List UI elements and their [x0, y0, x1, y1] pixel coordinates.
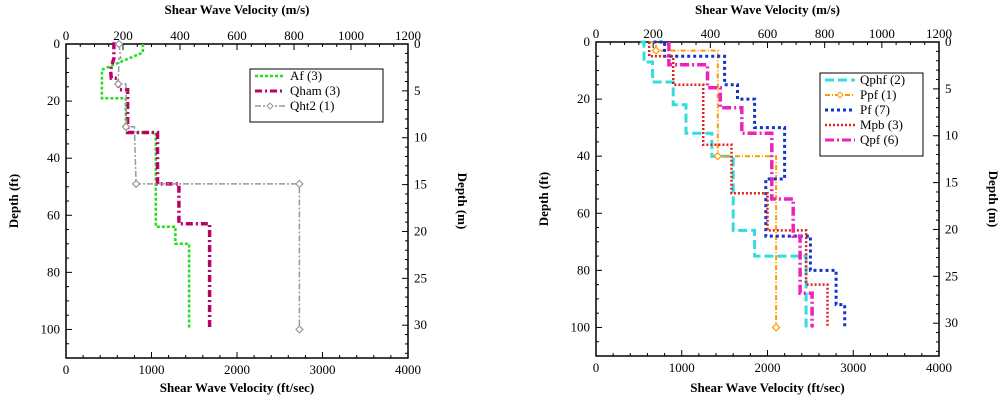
- left-tick-label: 100: [41, 321, 61, 336]
- left-tick-label: 40: [47, 150, 60, 165]
- series-marker: [295, 325, 304, 334]
- legend-entry: Qpf (6): [860, 132, 899, 147]
- bottom-axis-title: Shear Wave Velocity (ft/sec): [160, 380, 314, 395]
- left-axis-title: Depth (ft): [6, 174, 21, 229]
- series-line: [649, 41, 778, 328]
- legend-box: [819, 72, 924, 157]
- legend-marker: [266, 102, 274, 110]
- legend-marker: [836, 91, 844, 99]
- left-tick-label: 20: [577, 91, 590, 106]
- left-tick-label: 60: [577, 205, 590, 220]
- top-tick-label: 800: [815, 26, 835, 41]
- series-marker: [114, 39, 124, 49]
- legend-entry: Qht2 (1): [290, 98, 334, 113]
- series-marker: [651, 46, 661, 55]
- right-tick-label: 30: [945, 315, 958, 330]
- legend-entry: Pf (7): [860, 102, 890, 117]
- top-tick-label: 1200: [926, 26, 952, 41]
- bottom-axis-title: Shear Wave Velocity (ft/sec): [690, 380, 844, 395]
- legend-entry: Qphf (2): [860, 72, 905, 87]
- series-line: [667, 42, 814, 328]
- right-tick-label: 30: [414, 317, 427, 332]
- left-tick-label: 100: [571, 319, 591, 334]
- legend-entry: Qham (3): [290, 83, 340, 98]
- right-tick-label: 5: [414, 83, 421, 98]
- left-tick-label: 20: [47, 93, 60, 108]
- series-line: [117, 43, 301, 330]
- series-marker: [295, 179, 304, 189]
- left-tick-label: 0: [584, 34, 591, 49]
- legend-entry: Ppf (1): [860, 87, 896, 102]
- left-tick-label: 40: [577, 148, 590, 163]
- legend-entry: Mpb (3): [860, 117, 903, 132]
- top-tick-label: 0: [593, 26, 600, 41]
- top-tick-label: 600: [227, 28, 247, 43]
- top-tick-label: 1000: [869, 26, 895, 41]
- right-tick-label: 10: [945, 128, 958, 143]
- left-tick-label: 80: [577, 262, 590, 277]
- series-marker: [121, 122, 131, 132]
- left-axis-title: Depth (ft): [536, 172, 551, 227]
- top-axis-title: Shear Wave Velocity (m/s): [695, 2, 840, 17]
- right-tick-label: 0: [414, 36, 421, 51]
- right-tick-label: 20: [945, 221, 958, 236]
- bottom-tick-label: 4000: [926, 360, 952, 375]
- legend-entry: Af (3): [290, 68, 322, 83]
- left-tick-label: 60: [47, 207, 60, 222]
- bottom-tick-label: 0: [593, 360, 600, 375]
- bottom-tick-label: 2000: [224, 362, 250, 377]
- top-tick-label: 1000: [338, 28, 364, 43]
- legend-box: [249, 68, 384, 123]
- top-tick-label: 200: [113, 28, 133, 43]
- top-tick-label: 200: [643, 26, 663, 41]
- series-line: [108, 42, 212, 330]
- series-line: [100, 44, 191, 330]
- right-tick-label: 5: [945, 81, 952, 96]
- top-tick-label: 600: [758, 26, 778, 41]
- bottom-tick-label: 1000: [669, 360, 695, 375]
- top-tick-label: 400: [701, 26, 721, 41]
- series-marker: [771, 323, 781, 332]
- left-tick-label: 80: [47, 264, 60, 279]
- series-marker: [713, 151, 723, 161]
- bottom-tick-label: 2000: [755, 360, 781, 375]
- top-axis-title: Shear Wave Velocity (m/s): [164, 2, 309, 17]
- bottom-tick-label: 1000: [139, 362, 165, 377]
- top-tick-label: 800: [284, 28, 304, 43]
- right-tick-label: 10: [414, 130, 427, 145]
- top-tick-label: 0: [63, 28, 70, 43]
- bottom-tick-label: 3000: [840, 360, 866, 375]
- series-line: [647, 42, 829, 328]
- series-line: [640, 40, 808, 328]
- right-tick-label: 25: [945, 268, 958, 283]
- right-axis-title: Depth (m): [986, 171, 1000, 228]
- series-marker: [113, 79, 123, 89]
- bottom-tick-label: 4000: [395, 362, 421, 377]
- right-tick-label: 20: [414, 223, 427, 238]
- top-tick-label: 1200: [395, 28, 421, 43]
- series-line: [653, 40, 847, 328]
- right-axis-title: Depth (m): [455, 173, 470, 230]
- bottom-tick-label: 3000: [310, 362, 336, 377]
- bottom-tick-label: 0: [63, 362, 70, 377]
- series-marker: [131, 179, 141, 189]
- right-tick-label: 0: [945, 34, 952, 49]
- right-tick-label: 25: [414, 270, 427, 285]
- left-tick-label: 0: [54, 36, 61, 51]
- right-tick-label: 15: [945, 175, 958, 190]
- top-tick-label: 400: [170, 28, 190, 43]
- right-tick-label: 15: [414, 177, 427, 192]
